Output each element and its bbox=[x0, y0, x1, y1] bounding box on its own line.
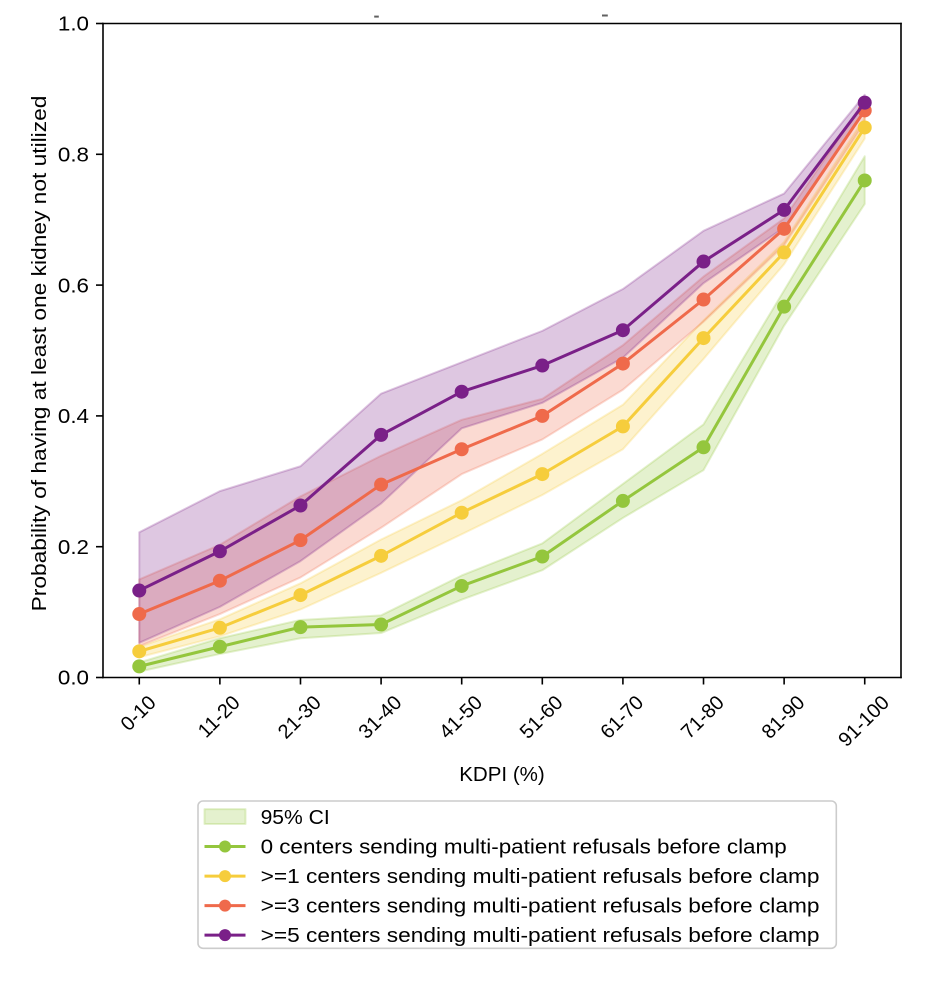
svg-text:0.0: 0.0 bbox=[58, 668, 89, 690]
svg-text:Probability of having at least: Probability of having at least one kidne… bbox=[29, 96, 51, 612]
svg-text:0.8: 0.8 bbox=[58, 145, 89, 167]
svg-text:0 centers sending multi-patien: 0 centers sending multi-patient refusals… bbox=[261, 837, 787, 859]
svg-text:0.2: 0.2 bbox=[58, 537, 89, 559]
svg-text:>=5 centers sending multi-pati: >=5 centers sending multi-patient refusa… bbox=[261, 925, 820, 947]
svg-text:0.6: 0.6 bbox=[58, 275, 89, 297]
svg-text:>=1 centers sending multi-pati: >=1 centers sending multi-patient refusa… bbox=[261, 866, 820, 888]
svg-text:>=3 centers sending multi-pati: >=3 centers sending multi-patient refusa… bbox=[261, 896, 820, 918]
svg-text:0.4: 0.4 bbox=[58, 406, 89, 428]
svg-text:95% CI: 95% CI bbox=[261, 807, 330, 829]
svg-text:1.0: 1.0 bbox=[58, 14, 89, 36]
svg-text:KDPI (%): KDPI (%) bbox=[459, 764, 545, 786]
